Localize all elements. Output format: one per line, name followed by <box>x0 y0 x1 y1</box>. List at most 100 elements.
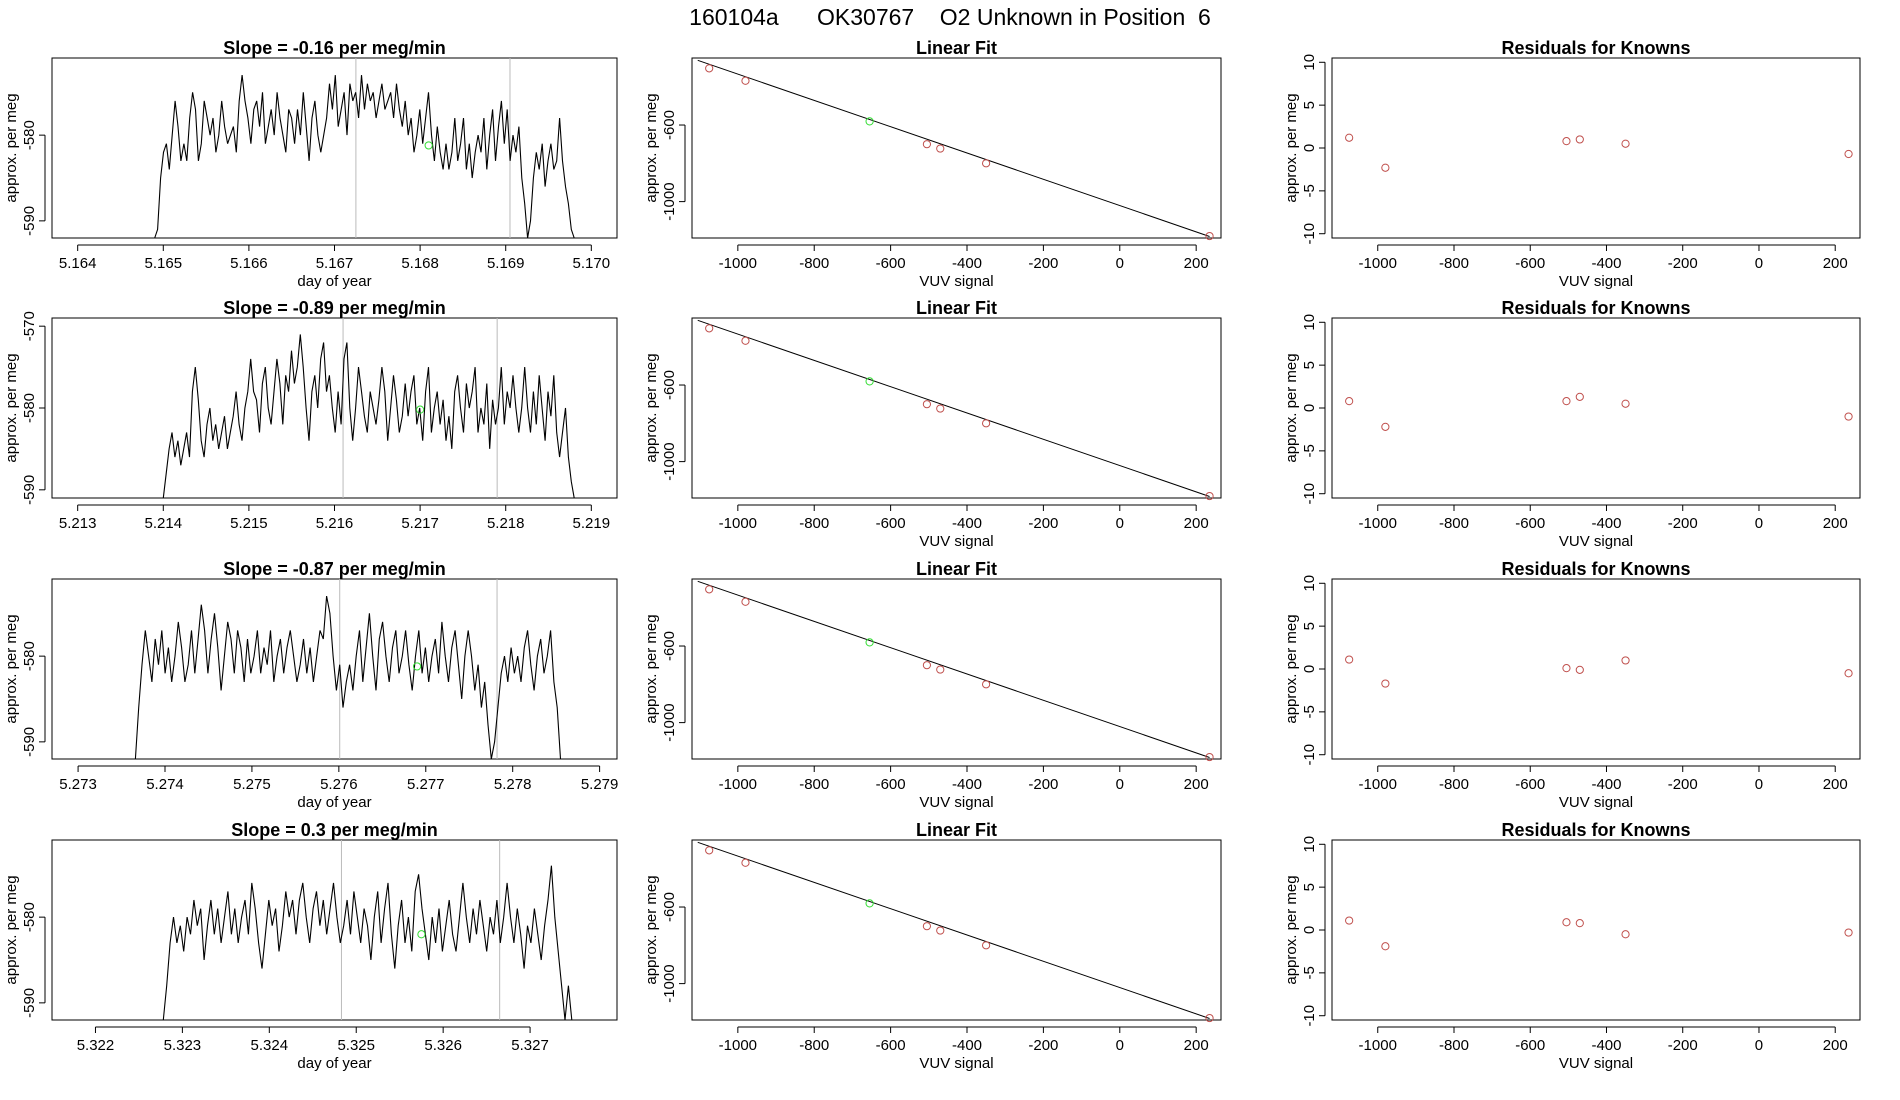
x-tick-label: 200 <box>1823 515 1848 532</box>
known-point <box>922 922 931 931</box>
residual-point <box>1575 135 1584 144</box>
x-tick-label: 200 <box>1823 1037 1848 1054</box>
x-tick-label: -200 <box>1668 1037 1698 1054</box>
chart-title: Slope = -0.87 per meg/min <box>223 559 446 579</box>
x-tick-label: -600 <box>1515 255 1545 272</box>
y-tick-label: -10 <box>1301 483 1318 505</box>
residual-point <box>1575 665 1584 674</box>
residual-point <box>1621 139 1630 148</box>
known-point <box>705 64 714 73</box>
x-tick-label: 5.273 <box>59 776 97 793</box>
x-tick-label: 5.275 <box>233 776 271 793</box>
chart-panel-3-2: Linear Fit -1000 -800 -600 -400 -200 0 200 VUV s… <box>643 559 1222 811</box>
x-tick-label: 5.276 <box>320 776 358 793</box>
y-tick-label: -10 <box>1301 744 1318 766</box>
y-tick-label: -600 <box>661 631 678 661</box>
chart-panel-2-1: Slope = -0.89 per meg/min 5.213 5.214 5.215… <box>3 298 618 532</box>
known-point <box>705 324 714 333</box>
y-tick-label: -5 <box>1301 966 1318 979</box>
residual-point <box>1562 137 1571 146</box>
y-tick-label: 10 <box>1301 836 1318 853</box>
x-tick-label: -400 <box>1591 255 1621 272</box>
unknown-point <box>865 638 874 647</box>
x-tick-label: 200 <box>1823 776 1848 793</box>
unknown-point <box>424 141 433 150</box>
y-tick-label: 5 <box>1301 622 1318 630</box>
known-point <box>1205 752 1214 762</box>
plot-frame <box>51 317 618 499</box>
y-tick-label: -580 <box>21 902 38 932</box>
x-tick-label: -600 <box>876 255 906 272</box>
plot-frame <box>1331 57 1861 239</box>
y-tick-label: 0 <box>1301 404 1318 412</box>
x-tick-label: 5.170 <box>573 255 611 272</box>
known-point <box>741 858 750 867</box>
y-axis-label: approx. per meg <box>3 353 20 462</box>
chart-panel-2-2: Linear Fit -1000 -800 -600 -400 -200 0 200 VUV s… <box>643 298 1222 550</box>
y-tick-label: -580 <box>21 120 38 150</box>
known-point <box>741 597 750 606</box>
x-tick-label: 5.218 <box>487 515 525 532</box>
plot-frame <box>691 57 1222 239</box>
x-tick-label: 200 <box>1184 1037 1209 1054</box>
x-tick-label: -800 <box>799 515 829 532</box>
y-axis-label: approx. per meg <box>3 614 20 723</box>
residual-point <box>1381 679 1390 688</box>
x-tick-label: 0 <box>1755 776 1763 793</box>
y-tick-label: -590 <box>21 206 38 236</box>
residual-point <box>1575 919 1584 928</box>
x-tick-label: 5.279 <box>581 776 619 793</box>
x-tick-label: -600 <box>876 776 906 793</box>
x-tick-label: 5.214 <box>145 515 183 532</box>
x-tick-label: -600 <box>876 1037 906 1054</box>
y-axis-label: approx. per meg <box>3 93 20 202</box>
x-axis-label: day of year <box>297 273 371 290</box>
x-tick-label: 200 <box>1823 255 1848 272</box>
x-tick-label: -800 <box>799 1037 829 1054</box>
x-tick-label: -1000 <box>1359 515 1397 532</box>
chart-title: Slope = 0.3 per meg/min <box>231 820 438 840</box>
x-tick-label: 5.216 <box>316 515 354 532</box>
x-tick-label: -800 <box>1439 515 1469 532</box>
x-tick-label: -800 <box>1439 1037 1469 1054</box>
residual-point <box>1621 930 1630 939</box>
chart-panel-2-3: Residuals for Knowns-1000 -800 -600 -400 -20… <box>1283 298 1861 550</box>
y-axis-label: approx. per meg <box>643 93 660 202</box>
y-tick-label: 5 <box>1301 101 1318 109</box>
x-tick-label: -400 <box>1591 776 1621 793</box>
unknown-point <box>416 405 425 414</box>
plot-frame <box>1331 578 1861 760</box>
y-tick-label: -5 <box>1301 444 1318 457</box>
x-tick-label: -400 <box>952 1037 982 1054</box>
known-point <box>936 926 945 935</box>
x-axis-label: day of year <box>297 1055 371 1072</box>
x-tick-label: 5.274 <box>146 776 184 793</box>
x-tick-label: 5.323 <box>164 1037 202 1054</box>
x-tick-label: -200 <box>1668 776 1698 793</box>
x-tick-label: 0 <box>1116 776 1124 793</box>
residual-point <box>1381 422 1390 431</box>
x-tick-label: -1000 <box>1359 1037 1397 1054</box>
y-tick-label: -1000 <box>661 703 678 741</box>
known-point <box>741 336 750 345</box>
x-tick-label: -1000 <box>1359 255 1397 272</box>
x-tick-label: 5.219 <box>573 515 611 532</box>
residual-point <box>1562 397 1571 406</box>
y-tick-label: -590 <box>21 727 38 757</box>
series-line <box>154 75 575 239</box>
chart-title: Residuals for Knowns <box>1501 38 1690 58</box>
chart-title: Linear Fit <box>916 820 997 840</box>
y-tick-label: 0 <box>1301 926 1318 934</box>
x-tick-label: 5.325 <box>337 1037 375 1054</box>
unknown-point <box>865 377 874 386</box>
chart-panel-1-2: Linear Fit -1000 -800 -600 -400 -200 0 200 VUV s… <box>643 38 1222 290</box>
x-tick-label: -600 <box>1515 515 1545 532</box>
plot-frame <box>51 839 618 1021</box>
unknown-point <box>412 662 422 671</box>
known-point <box>1205 1013 1214 1023</box>
x-tick-label: -400 <box>1591 1037 1621 1054</box>
x-tick-label: 5.324 <box>251 1037 289 1054</box>
x-tick-label: 5.326 <box>424 1037 462 1054</box>
x-tick-label: 5.327 <box>511 1037 549 1054</box>
